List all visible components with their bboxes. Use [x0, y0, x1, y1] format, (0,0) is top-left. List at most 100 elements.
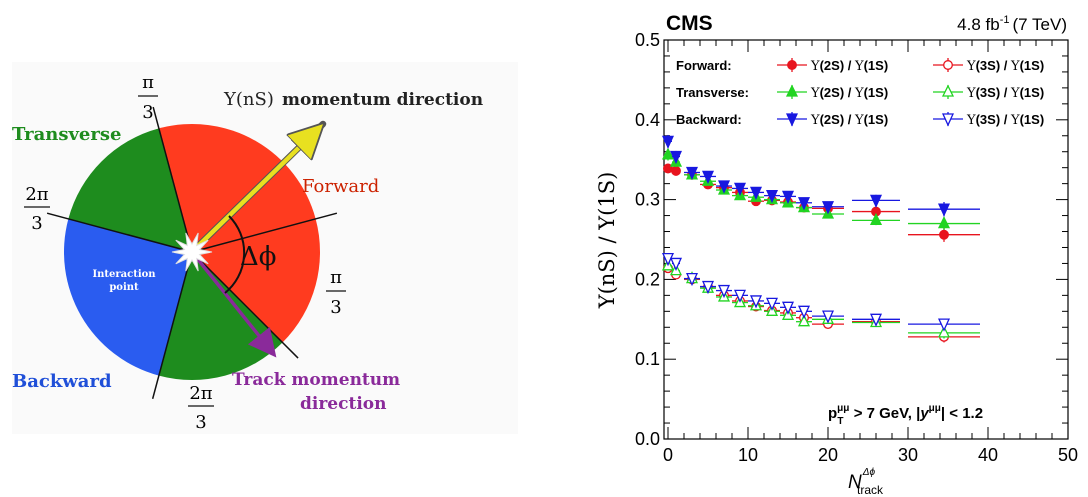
label-backward: Backward [12, 371, 112, 392]
data-point [661, 147, 675, 160]
svg-text:π: π [330, 267, 342, 288]
data-point [669, 150, 683, 165]
legend-ratio-text: Υ(2S) / Υ(1S) [810, 112, 888, 128]
legend-ratio-text: Υ(2S) / Υ(1S) [810, 58, 888, 74]
data-point [685, 166, 699, 181]
data-point [797, 305, 811, 319]
y-tick-label: 0.1 [635, 349, 660, 369]
data-point [869, 313, 883, 327]
x-tick-label: 0 [663, 445, 673, 465]
series-4 [661, 258, 980, 339]
angle-right-pi-over-3: π 3 [326, 267, 346, 318]
data-point [781, 190, 795, 204]
legend-marker [941, 84, 955, 97]
series-5 [661, 253, 980, 332]
series-2 [661, 134, 980, 217]
data-point [765, 297, 779, 311]
x-tick-label: 50 [1058, 445, 1078, 465]
data-point [797, 197, 811, 211]
lumi-label: 4.8 fb-1 (7 TeV) [957, 14, 1067, 34]
data-point [733, 289, 747, 303]
data-point [781, 301, 795, 315]
y-tick-label: 0.2 [635, 269, 660, 289]
angle-bottom-two-pi-over-3: 2π 3 [188, 383, 214, 433]
angle-top-pi-over-3: π 3 [138, 72, 158, 123]
ratio-vs-ntrack-chart: 0 10 20 30 40 50 0.0 0.1 0.2 0.3 0.4 0.5 CMS 4.8 f… [595, 12, 1078, 497]
y-axis-label: Υ(nS) / Υ(1S) [595, 172, 619, 310]
legend-row-label: Transverse: [676, 85, 749, 100]
data-point [821, 310, 835, 324]
svg-text:3: 3 [330, 297, 341, 318]
sector-forward-lower [192, 218, 320, 343]
label-upsilon-direction: momentum direction [282, 90, 483, 110]
interaction-point-star [171, 232, 213, 272]
svg-text:2π: 2π [189, 383, 212, 404]
boundary-line-2 [46, 212, 193, 253]
experiment-label: CMS [666, 12, 713, 35]
x-tick-label: 40 [978, 445, 998, 465]
label-track-2: direction [300, 394, 386, 414]
legend-ratio-text: Υ(3S) / Υ(1S) [966, 58, 1044, 74]
label-transverse: Transverse [12, 124, 121, 145]
data-points [661, 134, 980, 343]
sector-forward [158, 124, 316, 252]
x-tick-label: 20 [818, 445, 838, 465]
legend-row-label: Forward: [676, 58, 732, 73]
sector-backward [63, 218, 192, 376]
azimuthal-regions-diagram: Forward Transverse Backward Interaction … [12, 62, 518, 434]
data-point [669, 257, 683, 272]
sector-transverse-upper [68, 128, 192, 252]
legend: Forward: Υ(2S) / Υ(1S) Υ(3S) / Υ(1S) Transv… [676, 58, 1044, 128]
series-3 [663, 263, 980, 343]
x-tick-label: 30 [898, 445, 918, 465]
label-interaction: Interaction [92, 269, 156, 280]
legend-marker [943, 60, 953, 70]
data-point [937, 325, 951, 338]
y-axis-ticks: 0.0 0.1 0.2 0.3 0.4 0.5 [635, 30, 1068, 449]
data-point [937, 318, 951, 332]
svg-text:3: 3 [31, 213, 42, 234]
x-axis-ticks: 0 10 20 30 40 50 [663, 40, 1078, 465]
label-point: point [109, 282, 139, 293]
legend-marker [787, 60, 797, 70]
y-tick-label: 0.0 [635, 429, 660, 449]
y-tick-label: 0.3 [635, 190, 660, 210]
data-point [797, 314, 811, 327]
plot-frame [663, 39, 1069, 440]
legend-marker [941, 113, 955, 127]
delta-phi-arc [224, 215, 246, 294]
data-point [869, 212, 883, 225]
data-point [661, 135, 675, 149]
data-point [869, 194, 883, 208]
svg-text:3: 3 [195, 412, 206, 433]
region-boundaries [46, 106, 338, 400]
data-point [765, 189, 779, 204]
x-tick-label: 10 [738, 445, 758, 465]
legend-ratio-text: Υ(2S) / Υ(1S) [810, 85, 888, 101]
data-point [749, 295, 763, 309]
series-1 [661, 147, 980, 230]
region-wheel [63, 124, 320, 381]
kinematic-cut-label: pμμ T > 7 GeV, |yμμ| < 1.2 [828, 403, 983, 427]
label-delta-phi: Δϕ [240, 242, 277, 272]
boundary-line-5 [191, 212, 338, 253]
x-axis-label: NΔϕ track [848, 467, 884, 497]
data-point [717, 284, 731, 299]
legend-row-label: Backward: [676, 112, 742, 127]
data-point [937, 216, 951, 229]
svg-text:3: 3 [142, 102, 153, 123]
legend-marker [785, 84, 799, 97]
data-point [749, 186, 763, 200]
data-point [701, 170, 715, 185]
svg-text:π: π [142, 72, 154, 93]
data-point [937, 203, 951, 217]
angle-left-two-pi-over-3: 2π 3 [24, 184, 50, 234]
boundary-line-1 [152, 106, 193, 253]
data-point [939, 229, 949, 240]
data-point [685, 272, 699, 287]
label-upsilon-symbol: Υ(nS) [223, 89, 274, 110]
data-point [717, 180, 731, 194]
data-point [661, 253, 675, 267]
boundary-line-4 [191, 251, 299, 359]
data-point [821, 201, 835, 215]
